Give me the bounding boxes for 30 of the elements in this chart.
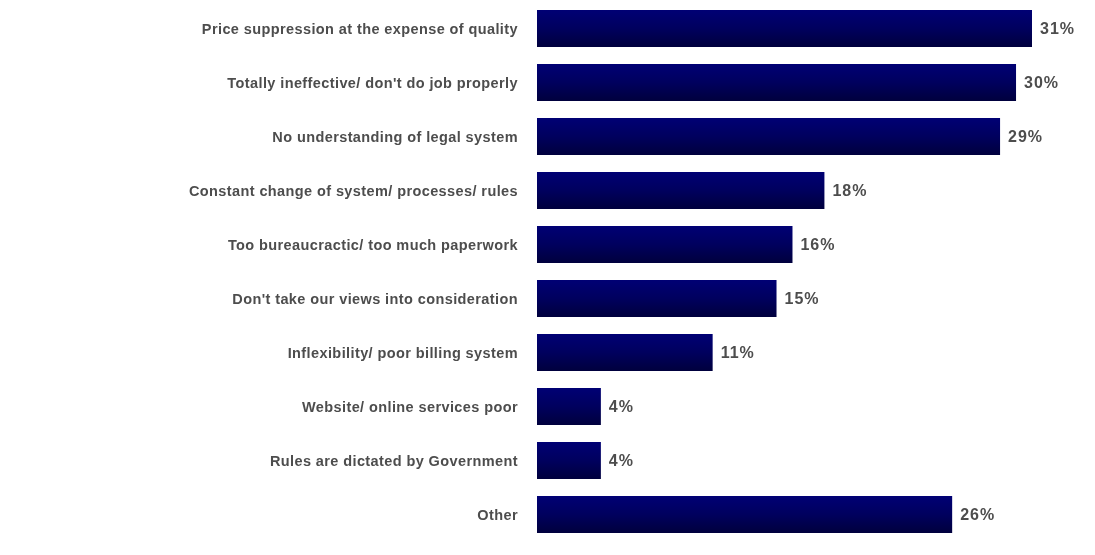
data-label: 31% (1040, 20, 1076, 38)
y-tick-label: Too bureaucractic/ too much paperwork (227, 236, 519, 253)
data-label: 18% (832, 182, 868, 200)
y-tick-label: Rules are dictated by Government (269, 452, 518, 469)
y-tick-label: Other (477, 506, 518, 523)
data-label: 26% (960, 506, 996, 524)
bar (537, 226, 793, 263)
data-label: 11% (720, 344, 755, 362)
y-tick-label: Price suppression at the expense of quality (201, 20, 518, 37)
bar (537, 334, 713, 371)
y-tick-label: Don't take our views into consideration (232, 290, 518, 307)
bar (537, 442, 601, 479)
bar (537, 64, 1017, 101)
y-tick-label: Inflexibility/ poor billing system (287, 344, 518, 361)
bar (537, 496, 953, 533)
y-tick-label: Constant change of system/ processes/ rules (188, 182, 518, 199)
data-label: 30% (1024, 74, 1060, 92)
bar (537, 10, 1032, 47)
bar (537, 118, 1001, 155)
data-label: 15% (784, 290, 820, 308)
data-label: 4% (608, 398, 634, 416)
data-label: 16% (800, 236, 836, 254)
bar (537, 172, 825, 209)
y-tick-label: Website/ online services poor (301, 398, 518, 415)
y-tick-label: Totally ineffective/ don't do job properly (227, 74, 518, 91)
data-label: 4% (608, 452, 634, 470)
bar (537, 280, 777, 317)
data-label: 29% (1008, 128, 1044, 146)
bar (537, 388, 601, 425)
y-tick-label: No understanding of legal system (272, 128, 518, 145)
